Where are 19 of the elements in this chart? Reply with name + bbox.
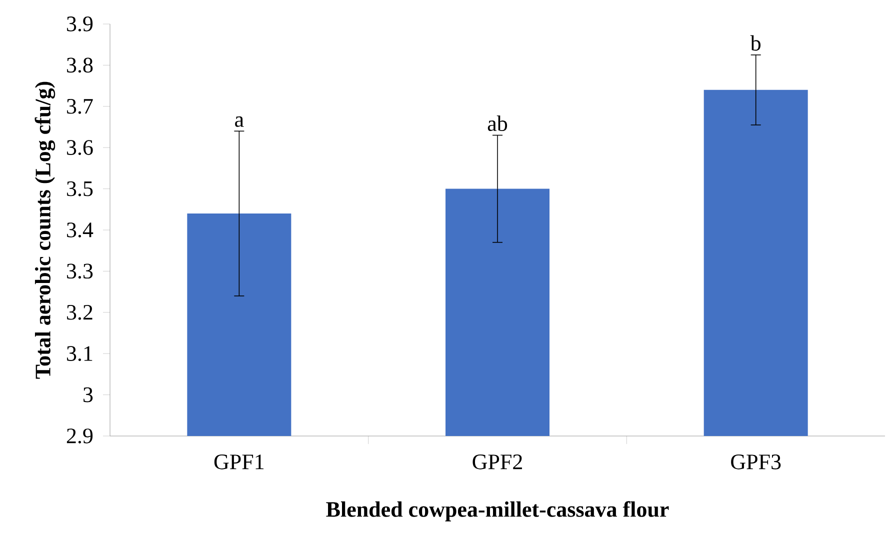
y-tick-label: 3.6 [67,140,93,156]
y-tick-label: 3.2 [67,304,92,320]
y-tick-label: 3 [84,387,93,402]
y-axis-title: Total aerobic counts (Log cfu/g) [34,82,56,379]
y-tick-label: 3.3 [67,264,93,279]
annotation: a [235,116,244,127]
y-tick-label: 3.5 [67,181,93,196]
y-tick-label: 3.1 [67,346,92,362]
annotation: ab [488,116,508,132]
x-tick-label: GPF2 [472,454,522,470]
y-tick-label: 3.7 [67,98,93,114]
y-tick-label: 3.8 [67,58,93,73]
x-tick-label: GPF1 [214,454,264,470]
x-axis-title: Blended cowpea-millet-cassava flour [326,501,669,522]
y-tick-label: 3.4 [67,222,94,238]
x-tick-label: GPF3 [731,454,781,470]
y-tick-label: 3.9 [67,16,93,32]
annotation: b [750,35,760,51]
y-tick-label: 2.9 [66,428,93,444]
